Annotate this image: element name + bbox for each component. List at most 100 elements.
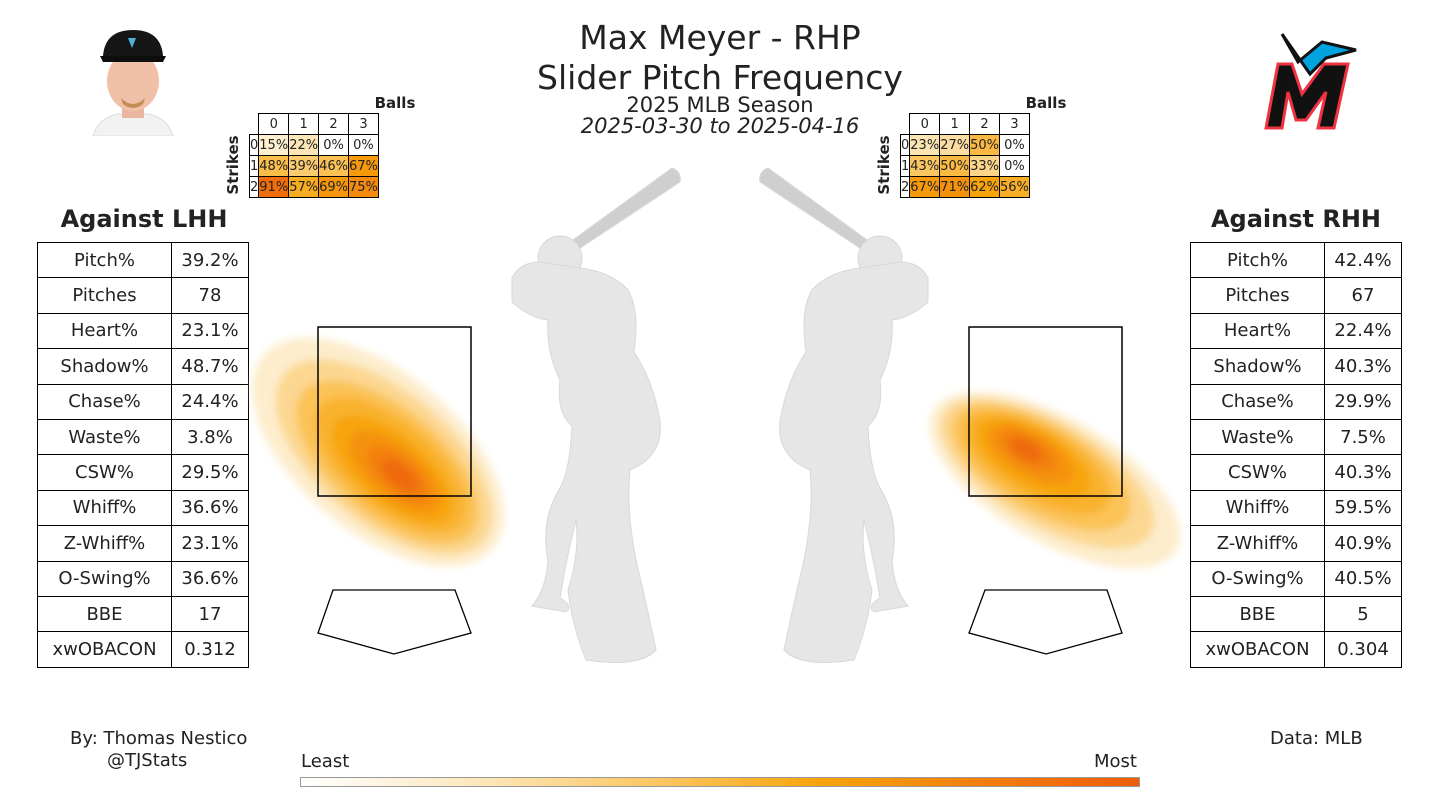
rhh-count-grid: 0 1 2 3 0 23% 27% 50% 0% 1 43% 50% 33% 0…	[899, 113, 1030, 198]
stat-value: 0.312	[171, 631, 249, 668]
stat-label: xwOBACON	[37, 631, 172, 668]
stat-row: Shadow% 48.7%	[37, 348, 249, 385]
count-cell: 23%	[909, 134, 941, 156]
stat-value: 29.5%	[171, 454, 249, 491]
stat-label: Whiff%	[1190, 489, 1325, 527]
stat-value: 40.9%	[1324, 525, 1402, 562]
count-cell: 62%	[969, 176, 1000, 198]
stat-row: Chase% 24.4%	[37, 383, 249, 420]
stat-row: Pitch% 39.2%	[37, 241, 249, 279]
rhh-home-plate	[968, 589, 1123, 655]
ball-header: 0	[909, 113, 941, 135]
stat-value: 40.5%	[1324, 560, 1402, 597]
count-cell: 0%	[999, 134, 1030, 156]
stat-row: Waste% 7.5%	[1190, 418, 1402, 456]
lhh-home-plate	[317, 589, 472, 655]
stat-label: Shadow%	[37, 348, 172, 385]
rhh-heading: Against RHH	[1210, 205, 1382, 233]
stat-row: xwOBACON 0.312	[37, 631, 249, 668]
data-source: Data: MLB	[1270, 728, 1363, 749]
count-cell: 0%	[999, 155, 1030, 177]
stat-value: 24.4%	[171, 383, 249, 420]
rhh-heatmap	[929, 391, 1181, 569]
colorbar-low-label: Least	[301, 751, 350, 772]
stat-value: 48.7%	[171, 348, 249, 385]
count-cell: 71%	[939, 176, 971, 198]
stat-row: Heart% 22.4%	[1190, 312, 1402, 350]
count-cell: 69%	[318, 176, 349, 198]
ball-header: 3	[999, 113, 1030, 135]
stat-row: xwOBACON 0.304	[1190, 631, 1402, 668]
stat-row: Shadow% 40.3%	[1190, 348, 1402, 385]
count-cell: 50%	[969, 134, 1000, 156]
count-cell: 15%	[258, 134, 290, 156]
count-cell: 57%	[288, 176, 320, 198]
stat-value: 0.304	[1324, 631, 1402, 668]
marlins-logo-icon	[1264, 33, 1357, 130]
stat-row: Chase% 29.9%	[1190, 383, 1402, 420]
count-cell: 48%	[258, 155, 290, 177]
stat-value: 17	[171, 595, 249, 633]
chart-subtitle: Slider Pitch Frequency	[537, 58, 903, 97]
stat-value: 36.6%	[171, 489, 249, 527]
stat-label: xwOBACON	[1190, 631, 1325, 668]
rhh-balls-label: Balls	[1025, 94, 1067, 112]
stat-value: 7.5%	[1324, 418, 1402, 456]
stat-row: BBE 17	[37, 595, 249, 633]
stat-value: 23.1%	[171, 525, 249, 562]
stat-value: 29.9%	[1324, 383, 1402, 420]
stat-row: Pitches 78	[37, 277, 249, 314]
strike-header: 2	[899, 176, 911, 198]
stat-label: Whiff%	[37, 489, 172, 527]
strike-header: 2	[248, 176, 260, 198]
count-cell: 0%	[318, 134, 349, 156]
stat-label: CSW%	[37, 454, 172, 491]
stat-value: 42.4%	[1324, 241, 1402, 279]
stat-row: Whiff% 59.5%	[1190, 489, 1402, 527]
ball-header: 2	[969, 113, 1000, 135]
author-credit: By: Thomas Nestico	[70, 728, 248, 749]
stat-row: Waste% 3.8%	[37, 418, 249, 456]
player-headshot-icon	[92, 30, 174, 136]
stat-row: CSW% 29.5%	[37, 454, 249, 491]
rhh-strike-zone	[968, 326, 1123, 497]
stat-label: O-Swing%	[37, 560, 172, 597]
stat-label: Pitch%	[1190, 241, 1325, 279]
stat-value: 3.8%	[171, 418, 249, 456]
lhh-strike-zone	[317, 326, 472, 497]
count-cell: 22%	[288, 134, 320, 156]
stat-label: Pitches	[1190, 277, 1325, 314]
lhh-stats-table: Pitch% 39.2% Pitches 78 Heart% 23.1% Shadow…	[37, 241, 249, 668]
stat-row: Heart% 23.1%	[37, 312, 249, 350]
lhh-balls-label: Balls	[374, 94, 416, 112]
stat-label: BBE	[37, 595, 172, 633]
stat-value: 40.3%	[1324, 348, 1402, 385]
stat-value: 59.5%	[1324, 489, 1402, 527]
count-cell: 56%	[999, 176, 1030, 198]
stat-label: Heart%	[1190, 312, 1325, 350]
stat-row: Pitches 67	[1190, 277, 1402, 314]
count-cell: 27%	[939, 134, 971, 156]
stat-row: Pitch% 42.4%	[1190, 241, 1402, 279]
stat-row: CSW% 40.3%	[1190, 454, 1402, 491]
stat-value: 5	[1324, 595, 1402, 633]
stat-row: Whiff% 36.6%	[37, 489, 249, 527]
stat-label: Pitch%	[37, 241, 172, 279]
count-cell: 39%	[288, 155, 320, 177]
stat-row: O-Swing% 36.6%	[37, 560, 249, 597]
stat-row: O-Swing% 40.5%	[1190, 560, 1402, 597]
count-cell: 33%	[969, 155, 1000, 177]
stat-label: Chase%	[37, 383, 172, 420]
colorbar-high-label: Most	[1094, 751, 1137, 772]
stat-label: Heart%	[37, 312, 172, 350]
stat-value: 78	[171, 277, 249, 314]
count-cell: 75%	[348, 176, 379, 198]
stat-value: 23.1%	[171, 312, 249, 350]
stat-label: Waste%	[37, 418, 172, 456]
stat-label: CSW%	[1190, 454, 1325, 491]
ball-header: 3	[348, 113, 379, 135]
colorbar	[300, 777, 1140, 787]
stat-value: 22.4%	[1324, 312, 1402, 350]
count-cell: 67%	[909, 176, 941, 198]
